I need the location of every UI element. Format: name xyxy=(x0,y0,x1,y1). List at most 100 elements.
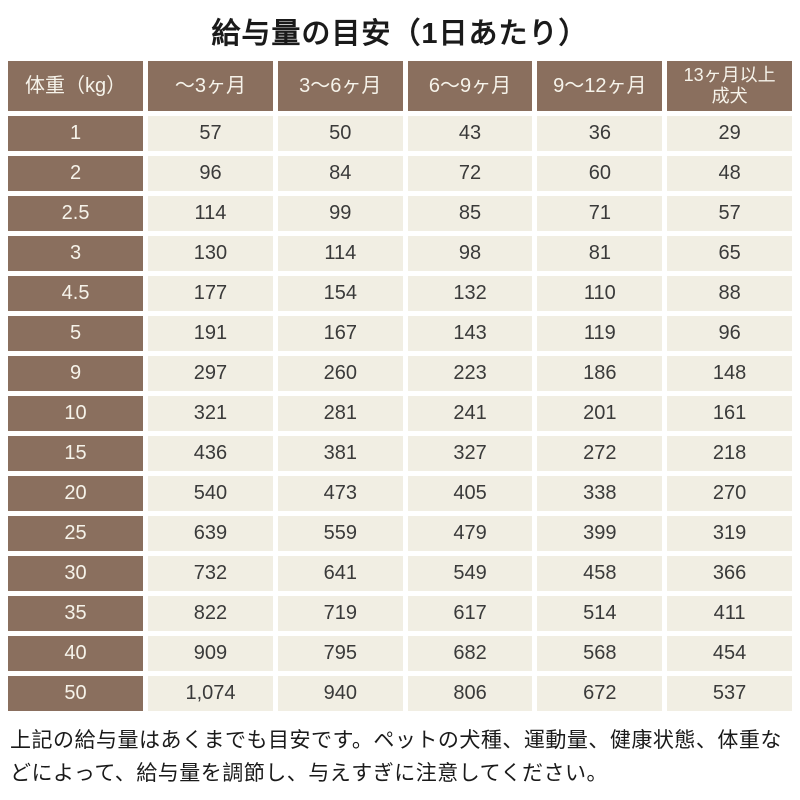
amount-cell: 319 xyxy=(667,516,792,551)
amount-cell: 154 xyxy=(277,276,403,311)
weight-cell: 10 xyxy=(8,396,144,431)
amount-cell: 114 xyxy=(277,236,403,271)
amount-cell: 223 xyxy=(407,356,533,391)
amount-cell: 81 xyxy=(537,236,663,271)
table-row: 35 822 719 617 514 411 xyxy=(8,596,792,631)
weight-cell: 5 xyxy=(8,316,144,351)
amount-cell: 57 xyxy=(148,116,273,151)
amount-cell: 366 xyxy=(667,556,792,591)
table-row: 2 96 84 72 60 48 xyxy=(8,156,792,191)
amount-cell: 338 xyxy=(537,476,663,511)
amount-cell: 540 xyxy=(148,476,273,511)
amount-cell: 72 xyxy=(407,156,533,191)
table-row: 25 639 559 479 399 319 xyxy=(8,516,792,551)
amount-cell: 143 xyxy=(407,316,533,351)
amount-cell: 85 xyxy=(407,196,533,231)
amount-cell: 99 xyxy=(277,196,403,231)
weight-cell: 2 xyxy=(8,156,144,191)
amount-cell: 110 xyxy=(537,276,663,311)
column-header-age-range: ～3ヶ月 xyxy=(148,61,273,111)
amount-cell: 29 xyxy=(667,116,792,151)
amount-cell: 98 xyxy=(407,236,533,271)
amount-cell: 57 xyxy=(667,196,792,231)
amount-cell: 191 xyxy=(148,316,273,351)
amount-cell: 795 xyxy=(277,636,403,671)
column-header-age-range: 6～9ヶ月 xyxy=(407,61,533,111)
amount-cell: 88 xyxy=(667,276,792,311)
amount-cell: 405 xyxy=(407,476,533,511)
table-row: 20 540 473 405 338 270 xyxy=(8,476,792,511)
amount-cell: 148 xyxy=(667,356,792,391)
amount-cell: 43 xyxy=(407,116,533,151)
table-row: 30 732 641 549 458 366 xyxy=(8,556,792,591)
amount-cell: 549 xyxy=(407,556,533,591)
table-header: 体重（kg） ～3ヶ月 3～6ヶ月 6～9ヶ月 9～12ヶ月 13ヶ月以上 成犬 xyxy=(8,61,792,111)
table-row: 5 191 167 143 119 96 xyxy=(8,316,792,351)
amount-cell: 559 xyxy=(277,516,403,551)
amount-cell: 177 xyxy=(148,276,273,311)
amount-cell: 96 xyxy=(667,316,792,351)
amount-cell: 399 xyxy=(537,516,663,551)
weight-cell: 2.5 xyxy=(8,196,144,231)
amount-cell: 568 xyxy=(537,636,663,671)
table-container: 体重（kg） ～3ヶ月 3～6ヶ月 6～9ヶ月 9～12ヶ月 13ヶ月以上 成犬 1 57 5… xyxy=(0,56,800,716)
amount-cell: 48 xyxy=(667,156,792,191)
amount-cell: 260 xyxy=(277,356,403,391)
amount-cell: 1,074 xyxy=(148,676,273,711)
amount-cell: 114 xyxy=(148,196,273,231)
amount-cell: 241 xyxy=(407,396,533,431)
amount-cell: 436 xyxy=(148,436,273,471)
table-row: 1 57 50 43 36 29 xyxy=(8,116,792,151)
table-row: 3 130 114 98 81 65 xyxy=(8,236,792,271)
amount-cell: 281 xyxy=(277,396,403,431)
weight-cell: 4.5 xyxy=(8,276,144,311)
amount-cell: 719 xyxy=(277,596,403,631)
amount-cell: 65 xyxy=(667,236,792,271)
table-row: 50 1,074 940 806 672 537 xyxy=(8,676,792,711)
table-body: 1 57 50 43 36 29 2 96 84 72 60 48 2.5 114 99 85 71 57 3 130… xyxy=(8,116,792,711)
weight-cell: 30 xyxy=(8,556,144,591)
amount-cell: 732 xyxy=(148,556,273,591)
amount-cell: 71 xyxy=(537,196,663,231)
amount-cell: 381 xyxy=(277,436,403,471)
amount-cell: 119 xyxy=(537,316,663,351)
column-header-age-range: 13ヶ月以上 成犬 xyxy=(667,61,792,111)
amount-cell: 806 xyxy=(407,676,533,711)
amount-cell: 84 xyxy=(277,156,403,191)
weight-cell: 9 xyxy=(8,356,144,391)
amount-cell: 201 xyxy=(537,396,663,431)
weight-cell: 35 xyxy=(8,596,144,631)
column-header-age-range: 3～6ヶ月 xyxy=(277,61,403,111)
amount-cell: 270 xyxy=(667,476,792,511)
amount-cell: 186 xyxy=(537,356,663,391)
amount-cell: 321 xyxy=(148,396,273,431)
amount-cell: 167 xyxy=(277,316,403,351)
amount-cell: 822 xyxy=(148,596,273,631)
table-row: 2.5 114 99 85 71 57 xyxy=(8,196,792,231)
amount-cell: 940 xyxy=(277,676,403,711)
weight-cell: 25 xyxy=(8,516,144,551)
amount-cell: 50 xyxy=(277,116,403,151)
amount-cell: 473 xyxy=(277,476,403,511)
amount-cell: 132 xyxy=(407,276,533,311)
amount-cell: 454 xyxy=(667,636,792,671)
table-row: 40 909 795 682 568 454 xyxy=(8,636,792,671)
amount-cell: 617 xyxy=(407,596,533,631)
amount-cell: 130 xyxy=(148,236,273,271)
amount-cell: 96 xyxy=(148,156,273,191)
table-row: 9 297 260 223 186 148 xyxy=(8,356,792,391)
weight-cell: 15 xyxy=(8,436,144,471)
header-row: 体重（kg） ～3ヶ月 3～6ヶ月 6～9ヶ月 9～12ヶ月 13ヶ月以上 成犬 xyxy=(8,61,792,111)
amount-cell: 218 xyxy=(667,436,792,471)
disclaimer-text: 上記の給与量はあくまでも目安です。ペットの犬種、運動量、健康状態、体重などによっ… xyxy=(10,729,782,785)
amount-cell: 909 xyxy=(148,636,273,671)
amount-cell: 514 xyxy=(537,596,663,631)
column-header-weight: 体重（kg） xyxy=(8,61,144,111)
amount-cell: 479 xyxy=(407,516,533,551)
weight-cell: 1 xyxy=(8,116,144,151)
page-title: 給与量の目安（1日あたり） xyxy=(211,18,589,50)
amount-cell: 641 xyxy=(277,556,403,591)
weight-cell: 3 xyxy=(8,236,144,271)
weight-cell: 50 xyxy=(8,676,144,711)
